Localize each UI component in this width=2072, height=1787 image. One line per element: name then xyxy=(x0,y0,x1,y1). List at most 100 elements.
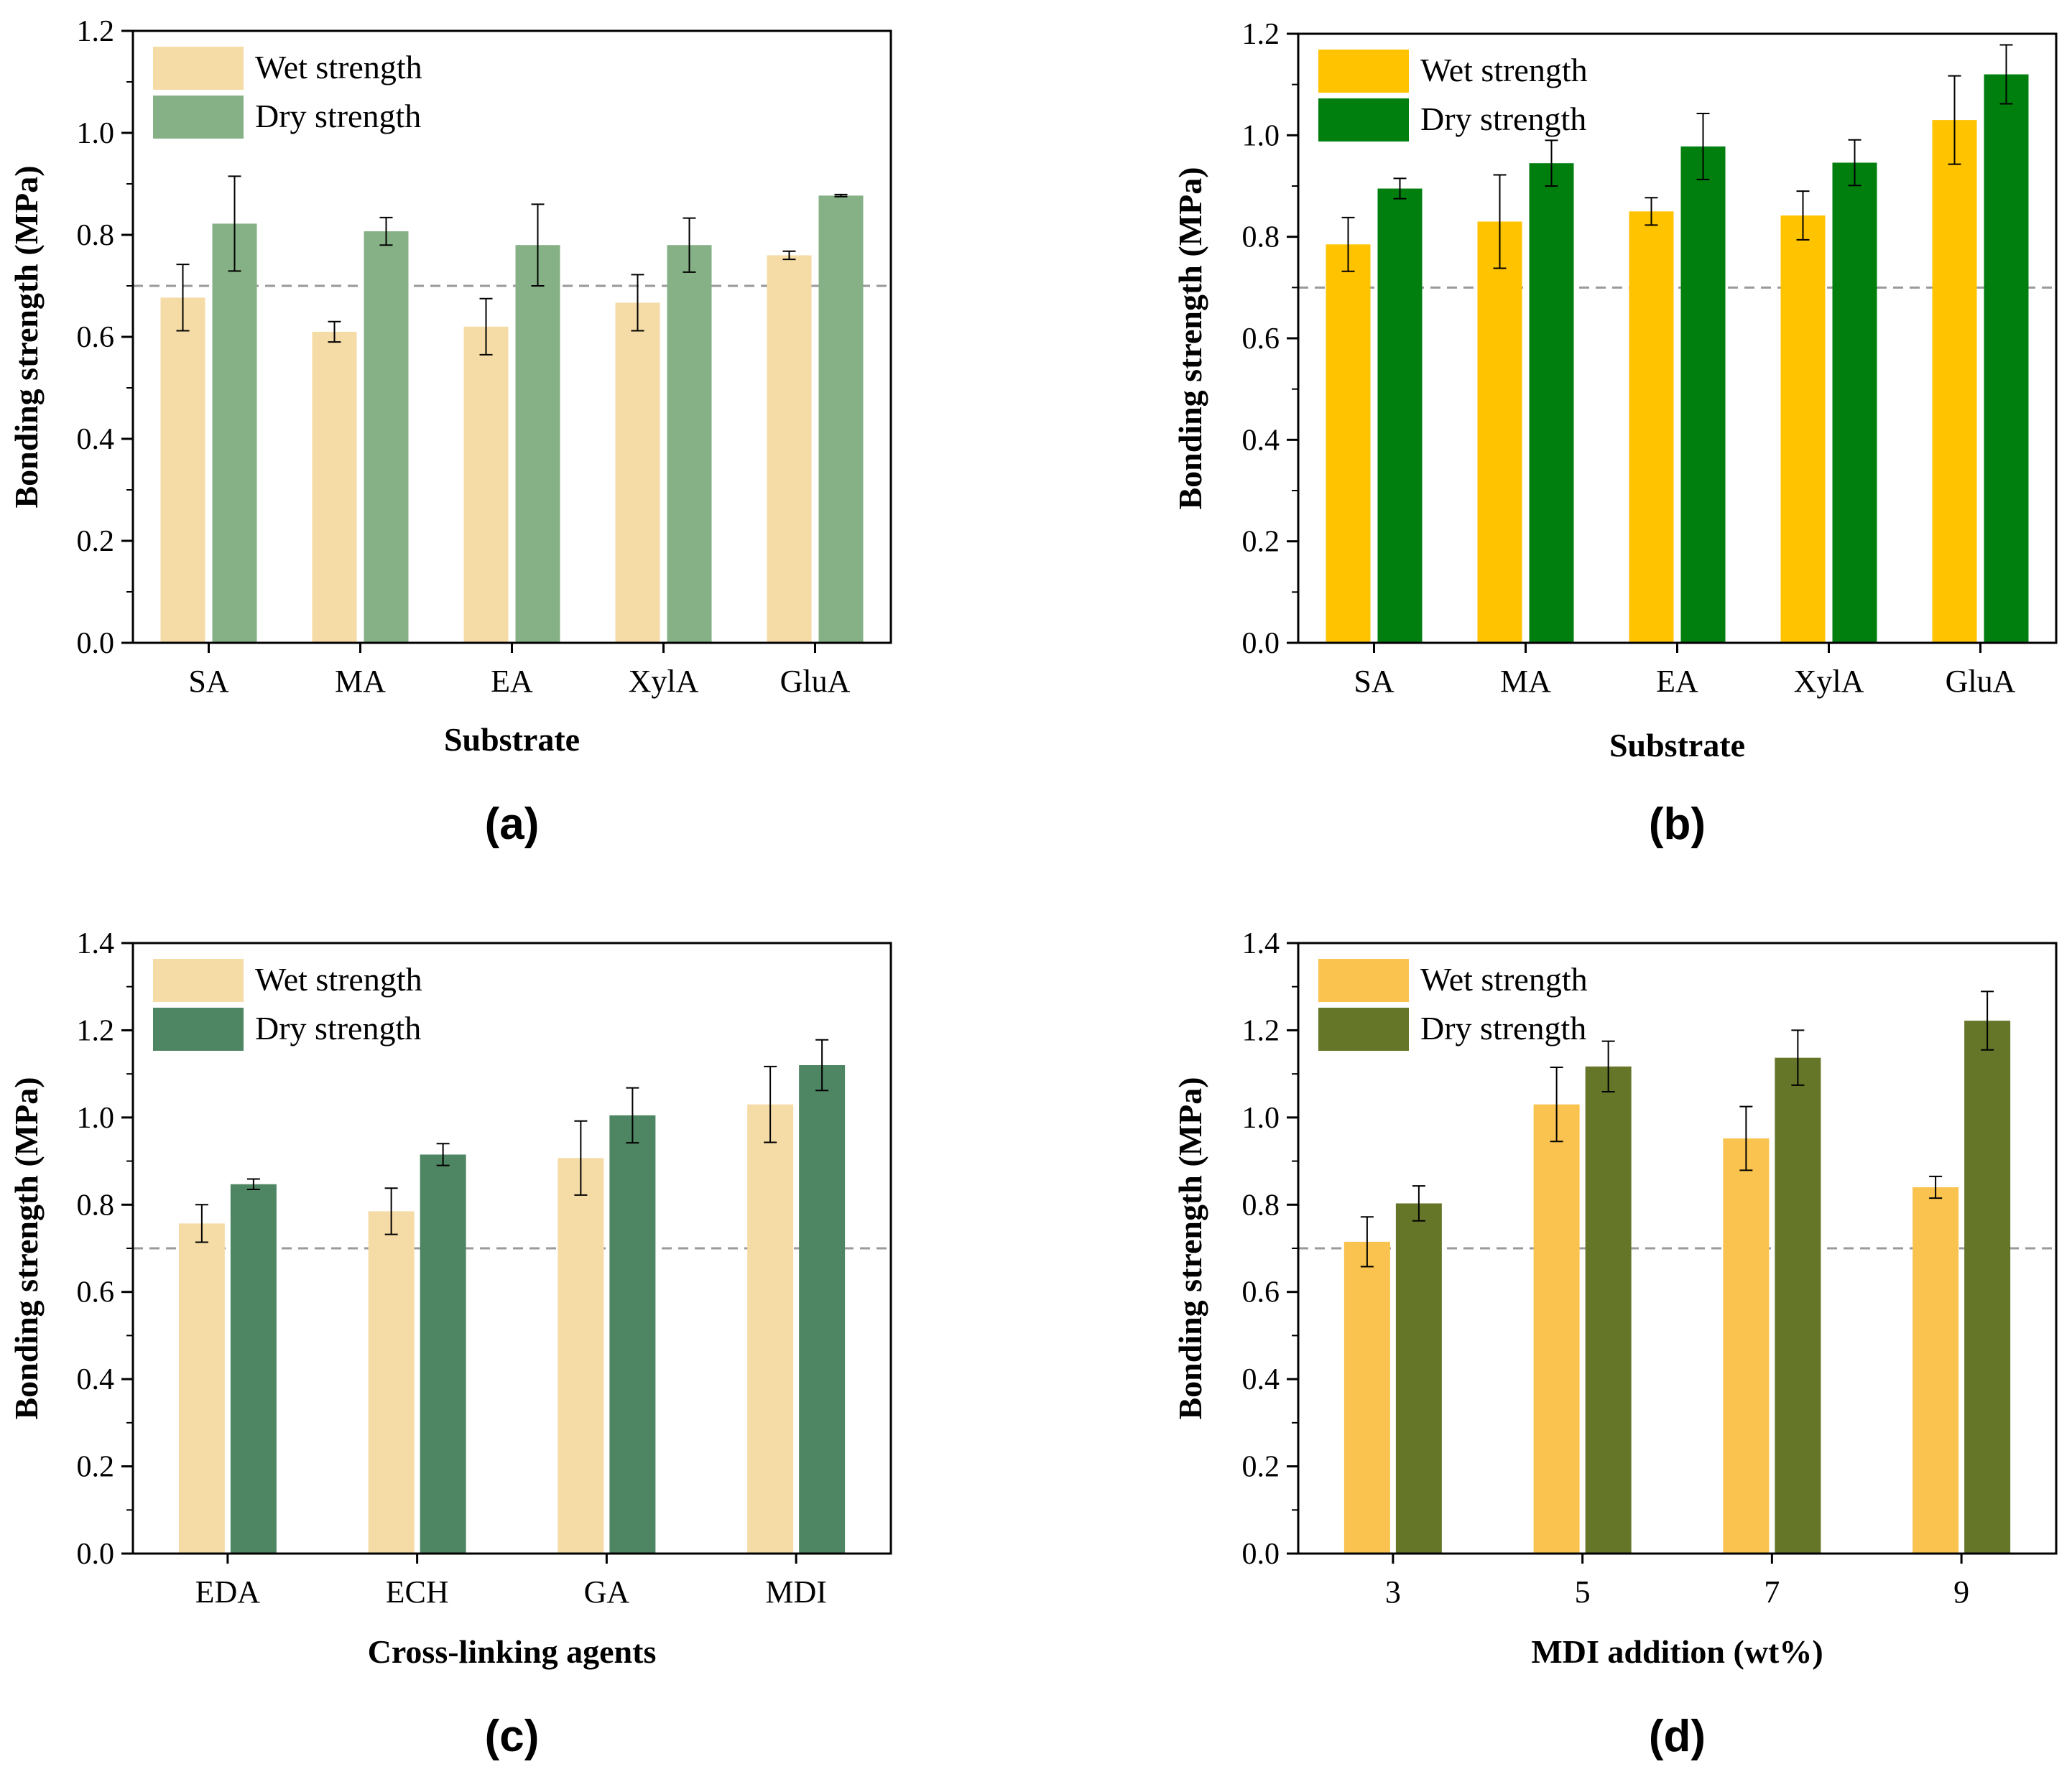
y-tick-label: 1.2 xyxy=(77,15,115,48)
bar-d-dry-strength-3 xyxy=(1395,1203,1442,1554)
panel-d: 0.0 0.2 0.4 0.6 0.8 1.0 1.2 1.4 3 5 7 9 MDI addition… xyxy=(1172,927,2058,1761)
x-tick-label: MA xyxy=(335,664,386,699)
y-axis-label: Bonding strength (MPa) xyxy=(1172,1077,1208,1419)
bar-a-dry-strength-ma xyxy=(364,231,409,643)
y-tick-label: 1.2 xyxy=(77,1014,115,1047)
bar-a-dry-strength-xyla xyxy=(667,245,712,643)
x-tick-label: SA xyxy=(188,664,228,699)
legend-label: Dry strength xyxy=(1420,101,1586,137)
panel-label: (b) xyxy=(1649,799,1706,849)
y-tick-label: 0.0 xyxy=(1242,627,1280,660)
legend-swatch-wet-strength xyxy=(153,959,244,1002)
y-tick-label: 0.8 xyxy=(1242,221,1280,254)
x-tick-label: GluA xyxy=(780,664,851,699)
y-tick-label: 0.6 xyxy=(1242,322,1280,356)
y-tick-label: 1.4 xyxy=(77,927,115,960)
x-tick-label: GA xyxy=(584,1574,630,1610)
y-tick-label: 1.0 xyxy=(77,117,115,150)
x-tick-label: GluA xyxy=(1946,664,2016,699)
legend-swatch-dry-strength xyxy=(1318,98,1409,141)
bar-c-wet-strength-mdi xyxy=(747,1104,794,1554)
legend-label: Wet strength xyxy=(255,961,422,998)
y-tick-label: 0.4 xyxy=(77,1363,115,1396)
bar-b-wet-strength-ma xyxy=(1477,221,1522,643)
x-tick-label: XylA xyxy=(629,664,699,699)
bar-d-dry-strength-7 xyxy=(1775,1057,1821,1554)
x-axis-label: Substrate xyxy=(1609,727,1745,763)
y-tick-label: 1.2 xyxy=(1242,1014,1280,1047)
bar-a-wet-strength-sa xyxy=(160,297,205,643)
bar-c-wet-strength-eda xyxy=(178,1223,225,1554)
legend-label: Dry strength xyxy=(255,98,421,134)
y-tick-label: 0.8 xyxy=(77,1189,115,1222)
x-tick-label: XylA xyxy=(1794,664,1864,699)
legend-swatch-wet-strength xyxy=(1318,959,1409,1002)
legend-label: Wet strength xyxy=(1420,961,1588,998)
bar-b-dry-strength-sa xyxy=(1377,188,1423,643)
x-tick-label: ECH xyxy=(386,1574,449,1610)
y-tick-label: 0.4 xyxy=(77,423,115,456)
panel-b: 0.0 0.2 0.4 0.6 0.8 1.0 1.2 SA MA EA XylA GluA Subst… xyxy=(1172,18,2058,849)
y-tick-label: 0.8 xyxy=(1242,1189,1280,1222)
bar-c-wet-strength-ga xyxy=(558,1158,604,1554)
bar-b-dry-strength-glua xyxy=(1984,74,2029,644)
y-tick-label: 0.4 xyxy=(1242,424,1280,457)
y-tick-label: 0.0 xyxy=(1242,1538,1280,1571)
x-tick-label: 3 xyxy=(1385,1574,1401,1610)
bar-d-wet-strength-5 xyxy=(1533,1104,1580,1554)
bar-c-dry-strength-ech xyxy=(420,1154,466,1554)
legend-label: Wet strength xyxy=(1420,52,1588,88)
y-axis-label: Bonding strength (MPa) xyxy=(8,1077,45,1419)
bar-b-wet-strength-xyla xyxy=(1780,215,1826,643)
y-tick-label: 0.0 xyxy=(77,627,115,660)
y-axis-label: Bonding strength (MPa) xyxy=(8,165,45,508)
legend-swatch-dry-strength xyxy=(153,1008,244,1051)
x-tick-label: MA xyxy=(1500,664,1551,699)
x-tick-label: SA xyxy=(1354,664,1394,699)
bar-c-dry-strength-ga xyxy=(609,1115,656,1554)
y-tick-label: 0.2 xyxy=(1242,1451,1280,1484)
y-tick-label: 0.6 xyxy=(1242,1276,1280,1309)
bar-d-wet-strength-3 xyxy=(1343,1241,1390,1554)
x-axis-label: MDI addition (wt%) xyxy=(1531,1633,1823,1670)
legend-label: Wet strength xyxy=(255,49,422,85)
bar-b-wet-strength-ea xyxy=(1629,211,1674,643)
bar-c-dry-strength-mdi xyxy=(799,1065,846,1554)
bar-c-dry-strength-eda xyxy=(230,1184,277,1554)
y-tick-label: 1.0 xyxy=(1242,119,1280,152)
bar-b-dry-strength-xyla xyxy=(1832,162,1877,643)
y-tick-label: 0.2 xyxy=(77,525,115,558)
panel-label: (a) xyxy=(485,799,540,849)
x-tick-label: MDI xyxy=(765,1574,827,1610)
y-tick-label: 0.0 xyxy=(77,1538,115,1571)
bar-a-dry-strength-glua xyxy=(818,195,864,644)
y-tick-label: 0.6 xyxy=(77,1276,115,1309)
y-tick-label: 1.0 xyxy=(77,1102,115,1135)
legend-label: Dry strength xyxy=(255,1010,421,1046)
bar-a-wet-strength-ma xyxy=(312,331,357,643)
y-axis-label: Bonding strength (MPa) xyxy=(1172,167,1208,509)
bar-b-wet-strength-glua xyxy=(1932,120,1977,644)
bar-a-wet-strength-xyla xyxy=(615,302,660,643)
x-tick-label: 9 xyxy=(1953,1574,1969,1610)
bar-a-wet-strength-glua xyxy=(767,255,812,643)
legend-swatch-wet-strength xyxy=(153,47,244,90)
bar-d-dry-strength-9 xyxy=(1964,1021,2011,1554)
y-tick-label: 1.0 xyxy=(1242,1102,1280,1135)
legend-label: Dry strength xyxy=(1420,1010,1586,1046)
y-tick-label: 0.6 xyxy=(77,321,115,354)
bar-a-dry-strength-ea xyxy=(515,245,560,643)
y-tick-label: 0.4 xyxy=(1242,1363,1280,1396)
x-axis-label: Cross-linking agents xyxy=(368,1633,657,1670)
y-tick-label: 1.2 xyxy=(1242,18,1280,51)
legend-swatch-dry-strength xyxy=(153,96,244,139)
y-tick-label: 0.8 xyxy=(77,219,115,252)
bar-d-dry-strength-5 xyxy=(1585,1066,1632,1554)
x-tick-label: 7 xyxy=(1764,1574,1780,1610)
y-tick-label: 0.2 xyxy=(1242,526,1280,559)
panel-label: (c) xyxy=(485,1712,540,1761)
y-tick-label: 0.2 xyxy=(77,1451,115,1484)
panel-a: 0.0 0.2 0.4 0.6 0.8 1.0 1.2 SA MA EA XylA GluA Subst… xyxy=(8,15,892,849)
legend-swatch-wet-strength xyxy=(1318,50,1409,93)
